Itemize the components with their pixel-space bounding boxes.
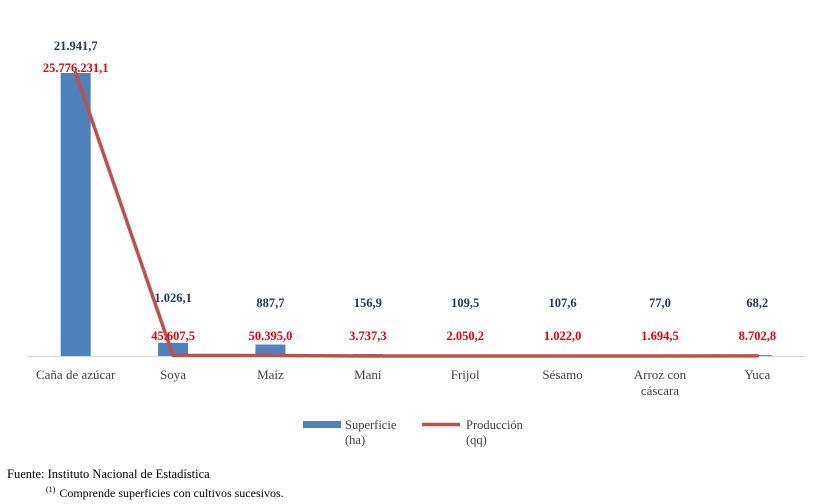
x-tick-label-4: Frijol	[451, 367, 480, 382]
bar-label-5: 107,6	[549, 296, 577, 310]
footnote-marker: (1)	[46, 485, 56, 494]
line-label-4: 2.050,2	[446, 329, 484, 343]
legend-label-produccion: Producción (qq)	[466, 418, 524, 447]
legend-swatch-superficie	[303, 421, 341, 428]
bar-2	[255, 344, 286, 356]
x-tick-label-0: Caña de azúcar	[36, 367, 116, 382]
legend-label-superficie: Superficie (ha)	[345, 418, 397, 447]
footnote: (1) Comprende superficies con cultivos su…	[46, 485, 284, 501]
source-note: Fuente: Instituto Nacional de Estadístic…	[7, 467, 210, 481]
footnote-text: Comprende superficies con cultivos suces…	[59, 486, 284, 500]
bar-label-4: 109,5	[451, 296, 479, 310]
x-tick-label-2: Maíz	[257, 367, 284, 382]
line-label-6: 1.694,5	[641, 329, 679, 343]
line-label-0: 25.776.231,1	[43, 61, 109, 75]
x-tick-label-5: Sésamo	[542, 367, 582, 382]
production-line	[73, 71, 760, 358]
x-tick-label-1: Soya	[160, 367, 186, 382]
line-label-1: 45.607,5	[151, 329, 195, 343]
line-label-2: 50.395,0	[249, 329, 293, 343]
line-label-5: 1.022,0	[544, 329, 582, 343]
x-tick-label-7: Yuca	[744, 367, 770, 382]
bar-label-7: 68,2	[746, 296, 768, 310]
bar-1	[158, 342, 189, 356]
line-label-3: 3.737,3	[349, 329, 387, 343]
bar-0	[60, 73, 91, 356]
x-tick-label-6: Arroz con cáscara	[634, 367, 687, 398]
bar-label-3: 156,9	[354, 296, 382, 310]
bar-label-2: 887,7	[256, 296, 284, 310]
bar-label-6: 77,0	[649, 296, 671, 310]
line-label-7: 8.702,8	[739, 329, 777, 343]
x-tick-label-3: Maní	[354, 367, 382, 382]
bar-label-1: 1.026,1	[154, 291, 192, 305]
bar-label-0: 21.941,7	[54, 39, 98, 53]
